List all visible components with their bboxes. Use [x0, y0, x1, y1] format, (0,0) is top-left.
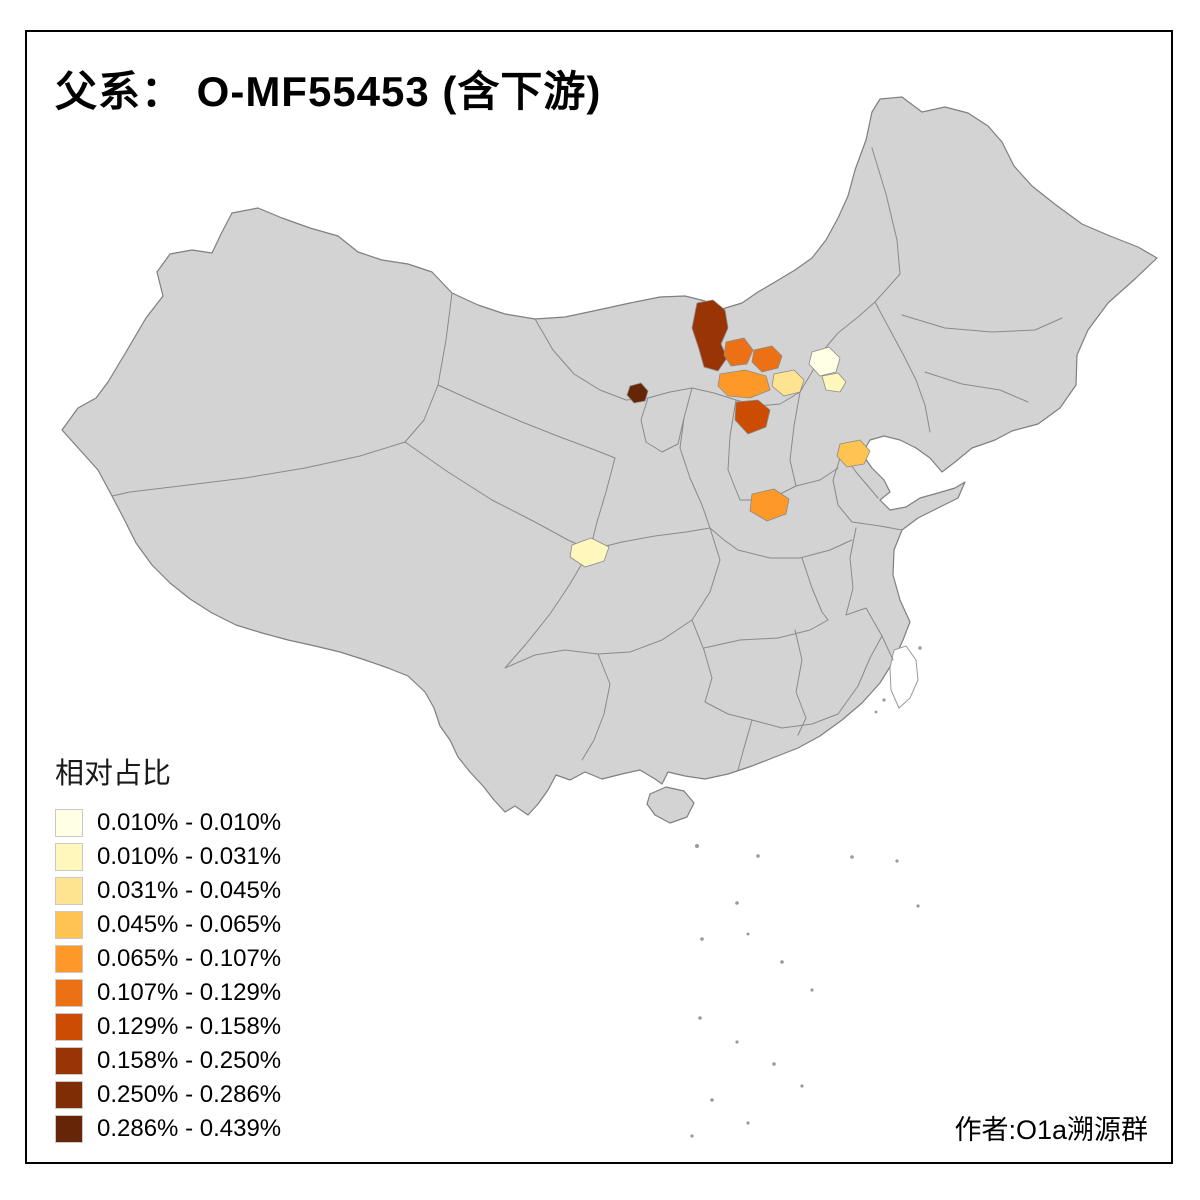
hainan-island-shape	[646, 786, 695, 824]
page-title: 父系： O-MF55453 (含下游)	[55, 68, 602, 115]
highlight-henan-west-area	[749, 488, 790, 522]
legend-item: 0.158% - 0.250%	[55, 1044, 281, 1077]
legend-label: 0.010% - 0.031%	[97, 842, 282, 870]
legend-label: 0.065% - 0.107%	[97, 944, 282, 972]
legend-swatch	[55, 1114, 83, 1143]
legend-swatch	[55, 1012, 83, 1041]
legend-label: 0.031% - 0.045%	[97, 876, 282, 904]
legend-label: 0.250% - 0.286%	[97, 1080, 282, 1108]
legend-item: 0.010% - 0.031%	[55, 840, 281, 873]
legend-item: 0.010% - 0.010%	[55, 806, 281, 839]
legend-item: 0.031% - 0.045%	[55, 874, 281, 907]
legend-swatch	[55, 808, 83, 837]
legend-swatch	[55, 1080, 83, 1109]
legend-swatch	[55, 876, 83, 905]
highlight-shanxi-north-area	[771, 369, 805, 397]
legend-label: 0.158% - 0.250%	[97, 1046, 282, 1074]
province-borders	[111, 147, 1063, 771]
legend-item: 0.286% - 0.439%	[55, 1112, 281, 1145]
attribution-text: 作者:O1a溯源群	[954, 1115, 1148, 1145]
legend-label: 0.045% - 0.065%	[97, 910, 282, 938]
highlight-ningxia-north-area	[626, 382, 649, 404]
legend-item: 0.045% - 0.065%	[55, 908, 281, 941]
legend: 相对占比 0.010% - 0.010% 0.010% - 0.031% 0.0…	[55, 750, 281, 1146]
legend-swatch	[55, 910, 83, 939]
highlight-south-of-beijing-area	[821, 372, 847, 393]
legend-swatch	[55, 842, 83, 871]
highlight-shaanxi-north-area	[734, 399, 771, 435]
south-china-sea-islands	[690, 646, 922, 1138]
legend-item: 0.129% - 0.158%	[55, 1010, 281, 1043]
highlight-hohhot-ulanqab-area	[751, 345, 783, 373]
legend-swatch	[55, 944, 83, 973]
legend-label: 0.286% - 0.439%	[97, 1114, 282, 1142]
highlight-ordos-area	[717, 369, 771, 399]
highlight-baotou-area	[723, 337, 754, 367]
highlight-shandong-west-area	[836, 439, 871, 468]
legend-title: 相对占比	[55, 758, 172, 790]
highlight-chengdu-area	[569, 537, 610, 568]
legend-item: 0.065% - 0.107%	[55, 942, 281, 975]
legend-label: 0.107% - 0.129%	[97, 978, 282, 1006]
legend-swatch	[55, 1046, 83, 1075]
legend-item: 0.250% - 0.286%	[55, 1078, 281, 1111]
taiwan-island-shape	[889, 645, 919, 709]
legend-label: 0.010% - 0.010%	[97, 808, 282, 836]
legend-swatch	[55, 978, 83, 1007]
highlight-beijing-area	[808, 346, 841, 377]
legend-item: 0.107% - 0.129%	[55, 976, 281, 1009]
legend-label: 0.129% - 0.158%	[97, 1012, 282, 1040]
